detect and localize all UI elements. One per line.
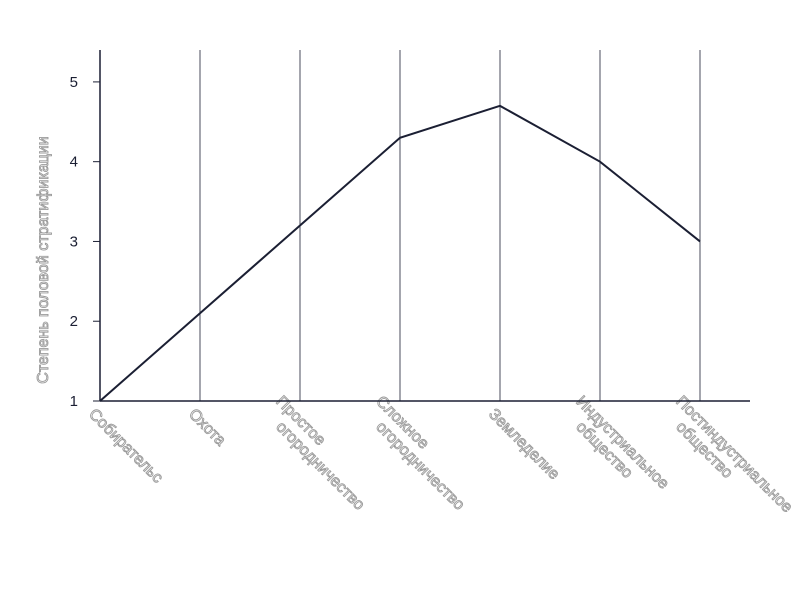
y-tick-label: 4 bbox=[70, 154, 78, 171]
x-tick-label: Охота bbox=[185, 406, 229, 450]
y-axis-label: Степень половой стратификации bbox=[35, 136, 52, 383]
x-tick-label: Земледелие bbox=[485, 406, 562, 483]
x-tick-label: Постиндустриальноеобщество bbox=[660, 393, 796, 529]
x-tick-label: Простоеогородничество bbox=[260, 393, 381, 514]
y-tick-label: 3 bbox=[70, 233, 78, 250]
x-tick-label: Собирательс bbox=[85, 406, 166, 487]
y-tick-label: 1 bbox=[70, 393, 78, 410]
y-tick-label: 2 bbox=[70, 313, 78, 330]
x-tick-label: Индустриальноеобщество bbox=[560, 393, 672, 505]
x-tick-label: Сложноеогородничество bbox=[360, 393, 481, 514]
y-tick-label: 5 bbox=[70, 74, 78, 91]
data-line bbox=[99, 104, 701, 402]
x-tick-label-line: Постиндустриальное bbox=[672, 393, 795, 516]
